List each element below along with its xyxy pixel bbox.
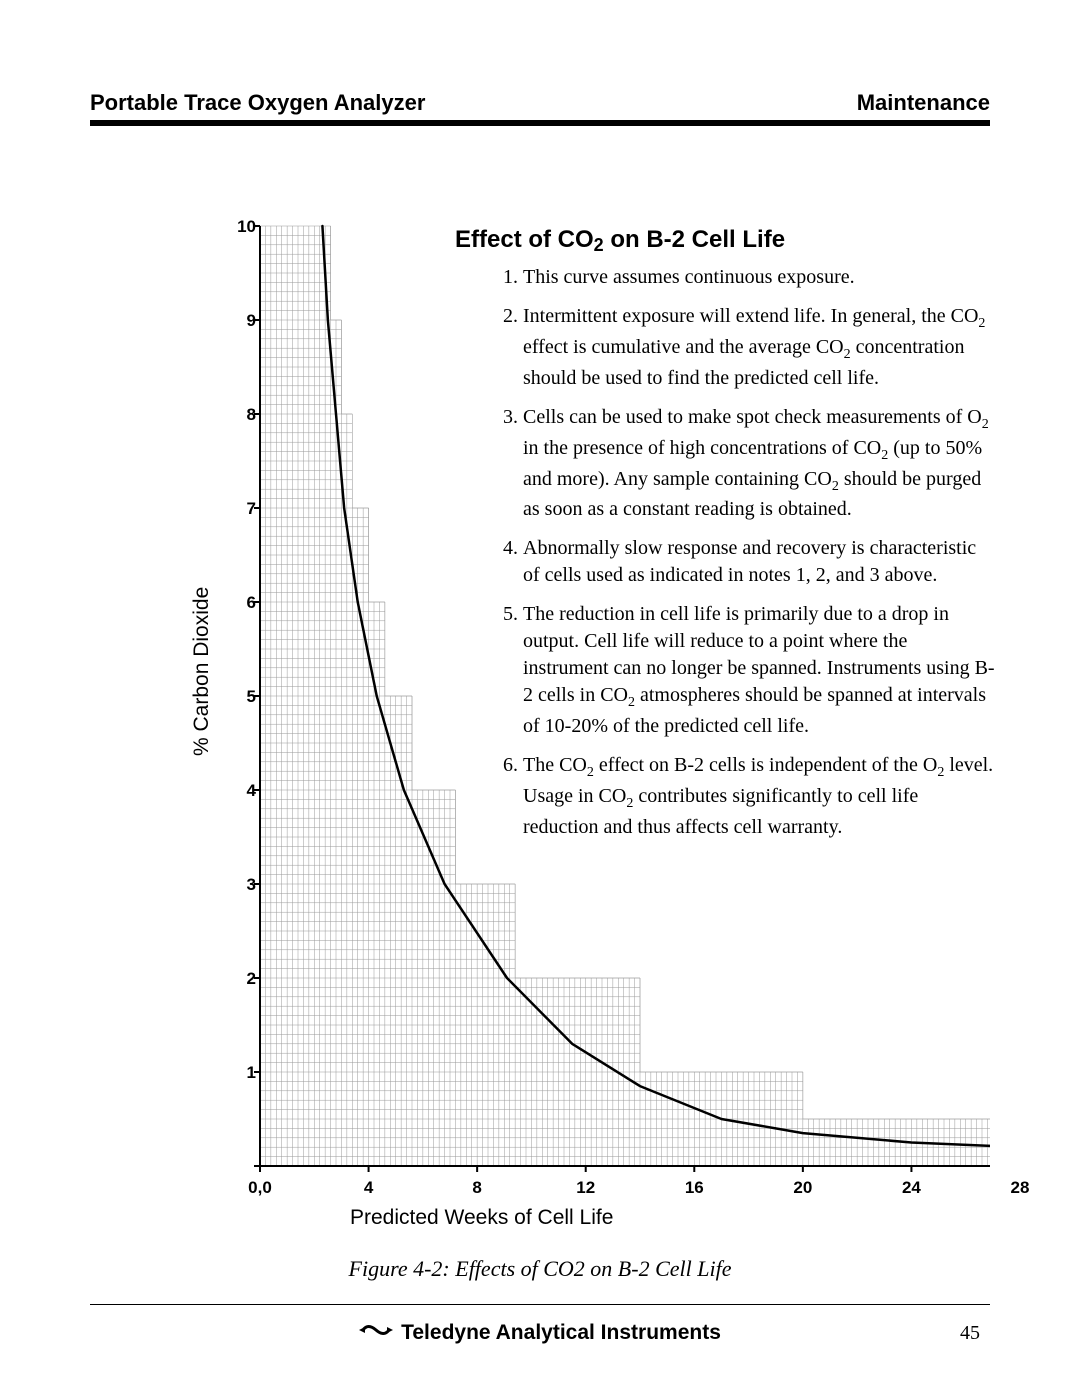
notes-list: This curve assumes continuous exposure. I… [495, 264, 995, 853]
note-item: The CO2 effect on B-2 cells is independe… [523, 752, 995, 841]
x-tick: 28 [1000, 1178, 1040, 1198]
y-tick: 9 [220, 311, 256, 331]
x-tick: 8 [457, 1178, 497, 1198]
document-page: Portable Trace Oxygen Analyzer Maintenan… [0, 0, 1080, 1397]
page-footer: Teledyne Analytical Instruments [90, 1321, 990, 1345]
y-tick: 3 [220, 875, 256, 895]
figure-caption: Figure 4-2: Effects of CO2 on B-2 Cell L… [90, 1256, 990, 1282]
x-tick: 16 [674, 1178, 714, 1198]
y-tick: 1 [220, 1063, 256, 1083]
note-item: Abnormally slow response and recovery is… [523, 535, 995, 589]
note-item: Intermittent exposure will extend life. … [523, 303, 995, 392]
page-number: 45 [960, 1322, 980, 1345]
x-axis-label: Predicted Weeks of Cell Life [350, 1206, 613, 1230]
page-header: Portable Trace Oxygen Analyzer Maintenan… [90, 90, 990, 116]
x-tick: 0,0 [240, 1178, 280, 1198]
y-tick: 5 [220, 687, 256, 707]
note-item: The reduction in cell life is primarily … [523, 601, 995, 740]
x-tick: 4 [349, 1178, 389, 1198]
x-tick: 24 [891, 1178, 931, 1198]
page-body: % Carbon Dioxide 12345678910 0,048121620… [90, 216, 990, 1236]
header-left: Portable Trace Oxygen Analyzer [90, 90, 425, 116]
note-item: Cells can be used to make spot check mea… [523, 404, 995, 524]
y-tick: 8 [220, 405, 256, 425]
y-tick: 2 [220, 969, 256, 989]
y-tick: 10 [220, 217, 256, 237]
y-tick: 7 [220, 499, 256, 519]
chart-title: Effect of CO2 on B-2 Cell Life [455, 226, 785, 254]
teledyne-logo-icon [359, 1321, 393, 1345]
y-tick: 4 [220, 781, 256, 801]
note-item: This curve assumes continuous exposure. [523, 264, 995, 291]
header-right: Maintenance [857, 90, 990, 116]
footer-rule [90, 1304, 990, 1305]
y-tick: 6 [220, 593, 256, 613]
header-rule [90, 120, 990, 126]
footer-company: Teledyne Analytical Instruments [401, 1321, 721, 1344]
x-tick: 12 [566, 1178, 606, 1198]
x-tick: 20 [783, 1178, 823, 1198]
